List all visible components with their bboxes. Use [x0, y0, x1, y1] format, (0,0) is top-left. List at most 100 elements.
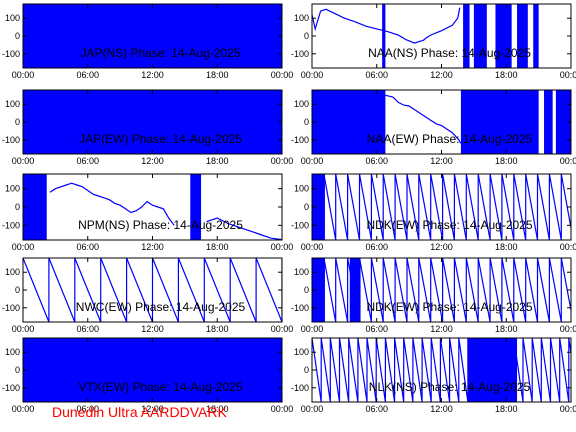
dense-trace-region: [495, 4, 512, 68]
y-tick-label: 0: [15, 31, 20, 41]
x-tick-label: 00:00: [301, 156, 324, 166]
x-tick-label: 18:00: [495, 156, 518, 166]
x-tick-label: 00:00: [271, 70, 294, 80]
y-tick-label: -100: [2, 303, 20, 313]
x-tick-label: 00:00: [301, 404, 324, 414]
x-tick-label: 00:00: [271, 404, 294, 414]
y-tick-label: -100: [291, 49, 309, 59]
phase-trace: [312, 7, 461, 44]
phase-trace: [49, 182, 175, 226]
panel-title: NLK(NS) Phase: 14-Aug-2025: [369, 380, 531, 394]
phase-trace: [385, 94, 462, 144]
panel-title: NPM(NS) Phase: 14-Aug-2025: [78, 218, 243, 232]
x-tick-label: 12:00: [141, 242, 164, 252]
y-tick-label: 100: [294, 99, 309, 109]
x-tick-label: 18:00: [495, 404, 518, 414]
dense-trace-region: [473, 4, 487, 68]
panel-10: 100 0 -100 00:00 06:00 12:00 18:00 00:00 NLK(NS)…: [291, 337, 576, 414]
station-footer-label: Dunedin Ultra AARDDVARK: [52, 404, 227, 420]
x-tick-label: 18:00: [495, 324, 518, 334]
panel-title: JAP(EW) Phase: 14-Aug-2025: [79, 132, 242, 146]
y-tick-label: -100: [2, 49, 20, 59]
x-tick-label: 00:00: [560, 70, 576, 80]
x-tick-label: 12:00: [141, 324, 164, 334]
x-tick-label: 06:00: [365, 404, 388, 414]
x-tick-label: 00:00: [12, 70, 35, 80]
x-tick-label: 06:00: [365, 70, 388, 80]
x-tick-label: 00:00: [301, 324, 324, 334]
panel-8: 100 0 -100 00:00 06:00 12:00 18:00 00:00 NDK(EW)…: [291, 257, 576, 334]
y-tick-label: 100: [5, 184, 20, 194]
y-tick-label: 100: [5, 267, 20, 277]
x-tick-label: 00:00: [560, 156, 576, 166]
y-tick-label: -100: [2, 220, 20, 230]
panel-7: 100 0 -100 00:00 06:00 12:00 18:00 00:00 NWC(EW)…: [2, 257, 294, 334]
y-tick-label: -100: [2, 135, 20, 145]
y-tick-label: 100: [294, 13, 309, 23]
y-tick-label: 0: [15, 285, 20, 295]
dense-trace-region: [190, 174, 202, 240]
x-tick-label: 00:00: [301, 242, 324, 252]
phase-trace: [23, 91, 282, 153]
y-tick-label: 0: [304, 285, 309, 295]
y-tick-label: 0: [304, 365, 309, 375]
x-tick-label: 00:00: [271, 242, 294, 252]
y-tick-label: 0: [15, 117, 20, 127]
x-tick-label: 00:00: [12, 242, 35, 252]
y-tick-label: 100: [294, 267, 309, 277]
y-tick-label: 100: [5, 13, 20, 23]
plot-traces: [312, 338, 571, 402]
y-tick-label: 0: [15, 202, 20, 212]
panel-title: NDK(EW) Phase: 14-Aug-2025: [366, 300, 532, 314]
x-tick-label: 06:00: [76, 242, 99, 252]
panel-3: 100 0 -100 00:00 06:00 12:00 18:00 00:00 JAP(EW)…: [2, 89, 294, 166]
x-tick-label: 00:00: [271, 324, 294, 334]
plot-traces: [312, 90, 571, 154]
plot-traces: [312, 174, 571, 240]
x-tick-label: 12:00: [141, 404, 164, 414]
x-tick-label: 18:00: [206, 70, 229, 80]
panel-6: 100 0 -100 00:00 06:00 12:00 18:00 00:00 NDK(EW)…: [291, 173, 576, 252]
dense-trace-region: [349, 258, 361, 322]
dense-trace-region: [533, 4, 539, 68]
plot-traces: [23, 4, 282, 68]
x-tick-label: 18:00: [206, 156, 229, 166]
y-tick-label: -100: [291, 303, 309, 313]
dense-trace-region: [555, 90, 571, 154]
x-tick-label: 18:00: [495, 242, 518, 252]
plot-traces: [312, 258, 571, 322]
y-tick-label: 0: [304, 117, 309, 127]
x-tick-label: 12:00: [430, 404, 453, 414]
y-tick-label: -100: [2, 383, 20, 393]
y-tick-label: 0: [15, 365, 20, 375]
x-tick-label: 06:00: [76, 156, 99, 166]
x-tick-label: 18:00: [206, 324, 229, 334]
dense-trace-region: [544, 90, 553, 154]
x-tick-label: 18:00: [495, 70, 518, 80]
plot-traces: [23, 90, 282, 154]
dense-trace-region: [463, 4, 470, 68]
x-tick-label: 06:00: [365, 324, 388, 334]
x-tick-label: 06:00: [76, 404, 99, 414]
y-tick-label: 0: [304, 31, 309, 41]
plot-traces: [23, 338, 282, 402]
x-tick-label: 12:00: [430, 156, 453, 166]
x-tick-label: 00:00: [12, 324, 35, 334]
x-tick-label: 00:00: [12, 156, 35, 166]
x-tick-label: 12:00: [141, 156, 164, 166]
plot-traces: [23, 174, 282, 240]
y-tick-label: 100: [294, 184, 309, 194]
x-tick-label: 00:00: [560, 404, 576, 414]
x-tick-label: 06:00: [76, 324, 99, 334]
y-tick-label: -100: [291, 135, 309, 145]
panel-title: NAA(EW) Phase: 14-Aug-2025: [367, 132, 533, 146]
plot-traces: [312, 4, 539, 68]
x-tick-label: 00:00: [12, 404, 35, 414]
dense-trace-region: [460, 90, 539, 154]
panel-5: 100 0 -100 00:00 06:00 12:00 18:00 00:00 NPM(NS)…: [2, 173, 294, 252]
panel-9: 100 0 -100 00:00 06:00 12:00 18:00 00:00 VTX(EW)…: [2, 337, 294, 414]
y-tick-label: 100: [294, 347, 309, 357]
panel-title: NAA(NS) Phase: 14-Aug-2025: [368, 46, 531, 60]
x-tick-label: 00:00: [271, 156, 294, 166]
